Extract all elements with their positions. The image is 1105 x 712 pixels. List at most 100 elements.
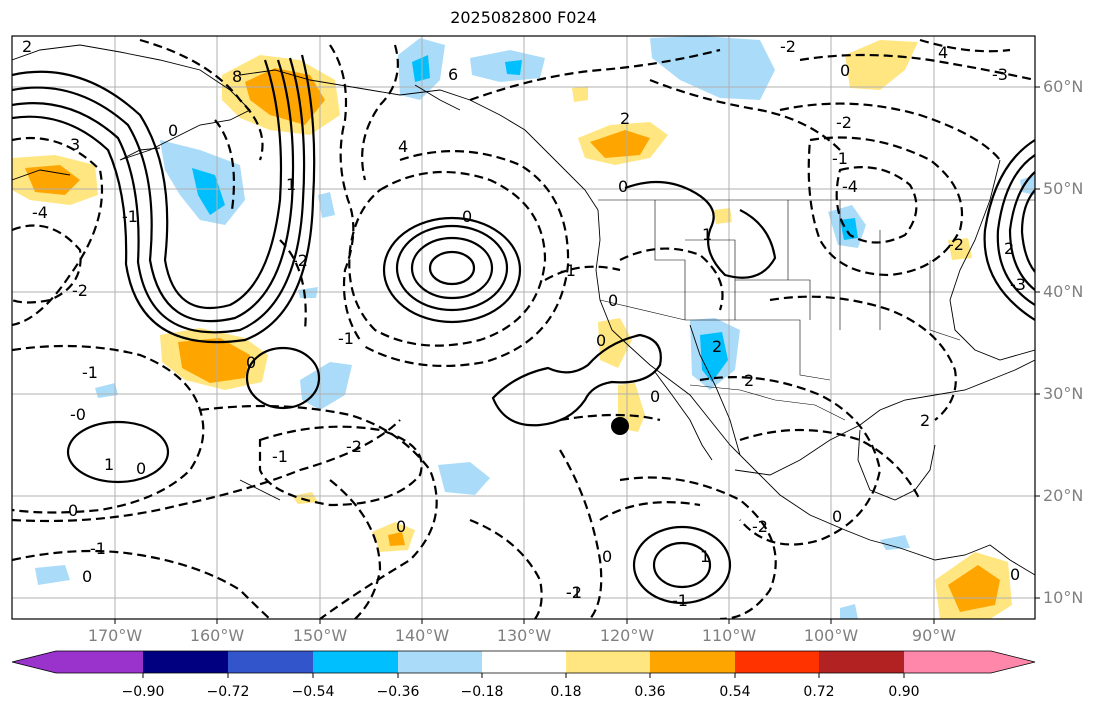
shade-patch bbox=[1020, 175, 1035, 195]
contour-label: -1 bbox=[90, 539, 106, 558]
shade-patch bbox=[845, 40, 918, 90]
contour-label: -0 bbox=[70, 405, 86, 424]
colorbar-tick-label: −0.54 bbox=[291, 684, 335, 700]
contours-negative bbox=[12, 38, 1035, 619]
colorbar-tick-label: 0.90 bbox=[888, 684, 920, 700]
contour-label: 2 bbox=[1004, 239, 1014, 258]
lon-label-160w: 160°W bbox=[189, 626, 245, 645]
contour-label: -2 bbox=[780, 37, 796, 56]
contour-label: -2 bbox=[948, 235, 964, 254]
contour-label: 2 bbox=[620, 109, 630, 128]
contour-label: 0 bbox=[168, 121, 178, 140]
shade-patch bbox=[245, 68, 325, 125]
contour-label: -2 bbox=[346, 437, 362, 456]
contour-label: 6 bbox=[448, 65, 458, 84]
colorbar-swatch-5 bbox=[482, 651, 566, 673]
lat-label-60n: 60°N bbox=[1043, 77, 1084, 96]
contour-label: -1 bbox=[832, 149, 848, 168]
shade-patch bbox=[300, 362, 352, 410]
colorbar-tick-label: 0.54 bbox=[719, 684, 751, 700]
contour-label: 1 bbox=[104, 455, 114, 474]
shade-patch bbox=[178, 338, 250, 383]
contour-label: 4 bbox=[938, 43, 948, 62]
contour-label: 0 bbox=[840, 61, 850, 80]
contour-label: -4 bbox=[32, 203, 48, 222]
lat-label-50n: 50°N bbox=[1043, 179, 1084, 198]
shade-patch bbox=[880, 535, 910, 550]
contour-label: 4 bbox=[398, 137, 408, 156]
colorbar-swatch-6 bbox=[566, 651, 650, 673]
contour-label: -2 bbox=[752, 517, 768, 536]
lon-label-130w: 130°W bbox=[496, 626, 552, 645]
shade-patch bbox=[318, 192, 335, 218]
contour-label: 1 bbox=[286, 175, 296, 194]
colorbar-swatch-0 bbox=[12, 651, 143, 673]
graticule bbox=[12, 36, 1035, 619]
contour-label: 1 bbox=[702, 225, 712, 244]
colorbar-tick-label: −0.72 bbox=[206, 684, 250, 700]
colorbar-swatch-2 bbox=[228, 651, 313, 673]
shade-patch bbox=[948, 238, 972, 260]
contour-label: -1 bbox=[82, 363, 98, 382]
colorbar-tick-label: 0.18 bbox=[550, 684, 582, 700]
contour-label: 2 bbox=[920, 411, 930, 430]
contour-label: 0 bbox=[246, 353, 256, 372]
shade-patch bbox=[438, 462, 490, 495]
contours-positive bbox=[12, 54, 1035, 605]
lon-label-90w: 90°W bbox=[911, 626, 957, 645]
contour-label: 2 bbox=[22, 37, 32, 56]
shade-patch bbox=[840, 604, 858, 619]
lon-label-150w: 150°W bbox=[292, 626, 348, 645]
shade-patch bbox=[590, 130, 650, 158]
lon-label-100w: 100°W bbox=[803, 626, 859, 645]
colorbar-tick-label: −0.36 bbox=[376, 684, 420, 700]
borders bbox=[598, 199, 1035, 421]
contour-labels: 2 3 8 6 4 2 0 -4 0 -1 -2 1 0 -2 0 -1 -1 … bbox=[22, 37, 1026, 610]
contour-label: 0 bbox=[832, 507, 842, 526]
lon-label-120w: 120°W bbox=[599, 626, 655, 645]
colorbar-swatch-9 bbox=[819, 651, 904, 673]
contour-label: 3 bbox=[70, 135, 80, 154]
lat-label-40n: 40°N bbox=[1043, 282, 1084, 301]
coastlines bbox=[12, 44, 1035, 576]
colorbar-tick-label: −0.18 bbox=[460, 684, 504, 700]
shade-patch bbox=[25, 165, 80, 195]
colorbar-swatch-8 bbox=[735, 651, 819, 673]
colorbar-tick-label: −0.90 bbox=[121, 684, 165, 700]
lon-label-110w: 110°W bbox=[701, 626, 757, 645]
shade-patch bbox=[840, 218, 858, 240]
contour-label: -4 bbox=[842, 177, 858, 196]
shade-patch bbox=[650, 36, 775, 100]
contour-label: -2 bbox=[292, 251, 308, 270]
contour-label: 0 bbox=[82, 567, 92, 586]
contour-label: 0 bbox=[596, 331, 606, 350]
contour-label: -1 bbox=[560, 261, 576, 280]
lat-label-10n: 10°N bbox=[1043, 588, 1084, 607]
contour-label: 0 bbox=[608, 291, 618, 310]
axis-ticks bbox=[114, 86, 1040, 624]
contour-label: -1 bbox=[338, 329, 354, 348]
contour-label: 0 bbox=[618, 177, 628, 196]
colorbar-swatch-1 bbox=[143, 651, 228, 673]
colorbar-tick-label: 0.72 bbox=[803, 684, 835, 700]
contour-label: 0 bbox=[1010, 565, 1020, 584]
shade-patch bbox=[35, 565, 70, 585]
contour-label: -2 bbox=[836, 113, 852, 132]
map-title: 2025082800 F024 bbox=[450, 8, 597, 27]
contour-label: 2 bbox=[744, 371, 754, 390]
lat-label-30n: 30°N bbox=[1043, 384, 1084, 403]
colorbar-outline bbox=[11, 650, 1036, 674]
contour-label: -1 bbox=[122, 207, 138, 226]
shade-patch bbox=[505, 60, 522, 75]
contour-label: -2 bbox=[72, 281, 88, 300]
colorbar-swatch-4 bbox=[398, 651, 482, 673]
shade-patch bbox=[948, 565, 1000, 612]
contour-label: 0 bbox=[602, 547, 612, 566]
contour-label: 2 bbox=[712, 337, 722, 356]
contour-label: 0 bbox=[462, 207, 472, 226]
shade-patch bbox=[388, 532, 405, 546]
contour-label: -3 bbox=[1010, 275, 1026, 294]
contour-label: 8 bbox=[232, 67, 242, 86]
contour-label: -1 bbox=[272, 447, 288, 466]
